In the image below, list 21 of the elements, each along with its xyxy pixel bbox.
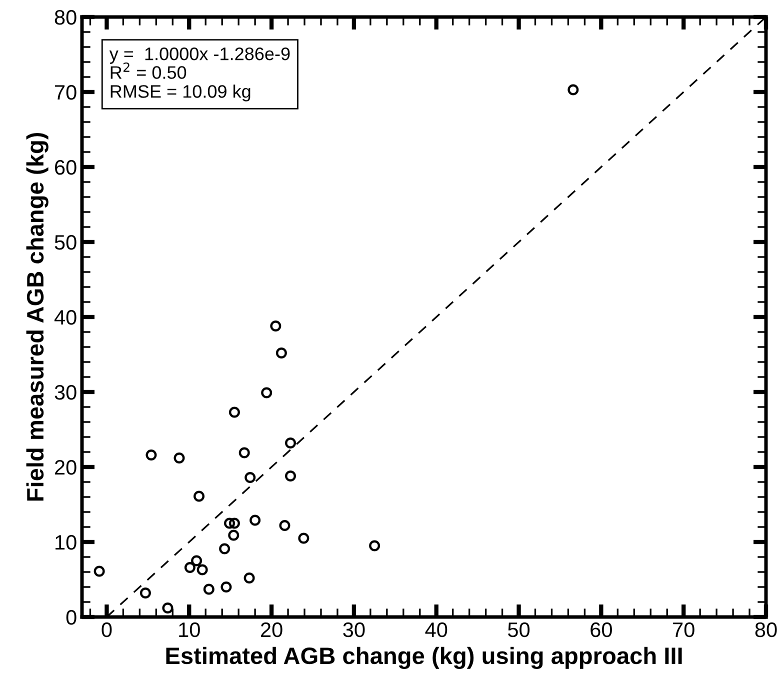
y-tick-label: 10 bbox=[56, 535, 76, 550]
x-tick-label: 0 bbox=[102, 622, 112, 638]
y-tick-label: 70 bbox=[55, 85, 76, 100]
y-tick-label: 30 bbox=[54, 385, 76, 400]
x-tick-label: 50 bbox=[508, 622, 530, 638]
x-tick-label: 40 bbox=[425, 622, 448, 638]
y-tick-label: 0 bbox=[66, 610, 76, 625]
x-tick-label: 80 bbox=[755, 622, 777, 638]
x-tick-label: 10 bbox=[179, 622, 200, 638]
x-tick-label: 30 bbox=[343, 622, 365, 638]
x-tick-label: 70 bbox=[673, 622, 694, 638]
x-axis-title: Estimated AGB change (kg) using approach III bbox=[166, 646, 682, 669]
y-tick-label: 40 bbox=[54, 310, 76, 325]
x-tick-label: 60 bbox=[590, 622, 612, 638]
y-tick-label: 60 bbox=[55, 160, 76, 175]
y-tick-label: 50 bbox=[54, 235, 76, 250]
y-tick-label: 20 bbox=[55, 460, 76, 475]
y-tick-label: 80 bbox=[54, 10, 76, 25]
annotation: y = 1.0000x -1.286e-9 R$^{2}$ = 0.50 RMSE = 10.09 kg bbox=[109, 47, 290, 102]
y-axis-title: Field measured AGB change (kg) bbox=[26, 132, 48, 501]
x-tick-label: 20 bbox=[261, 622, 282, 638]
